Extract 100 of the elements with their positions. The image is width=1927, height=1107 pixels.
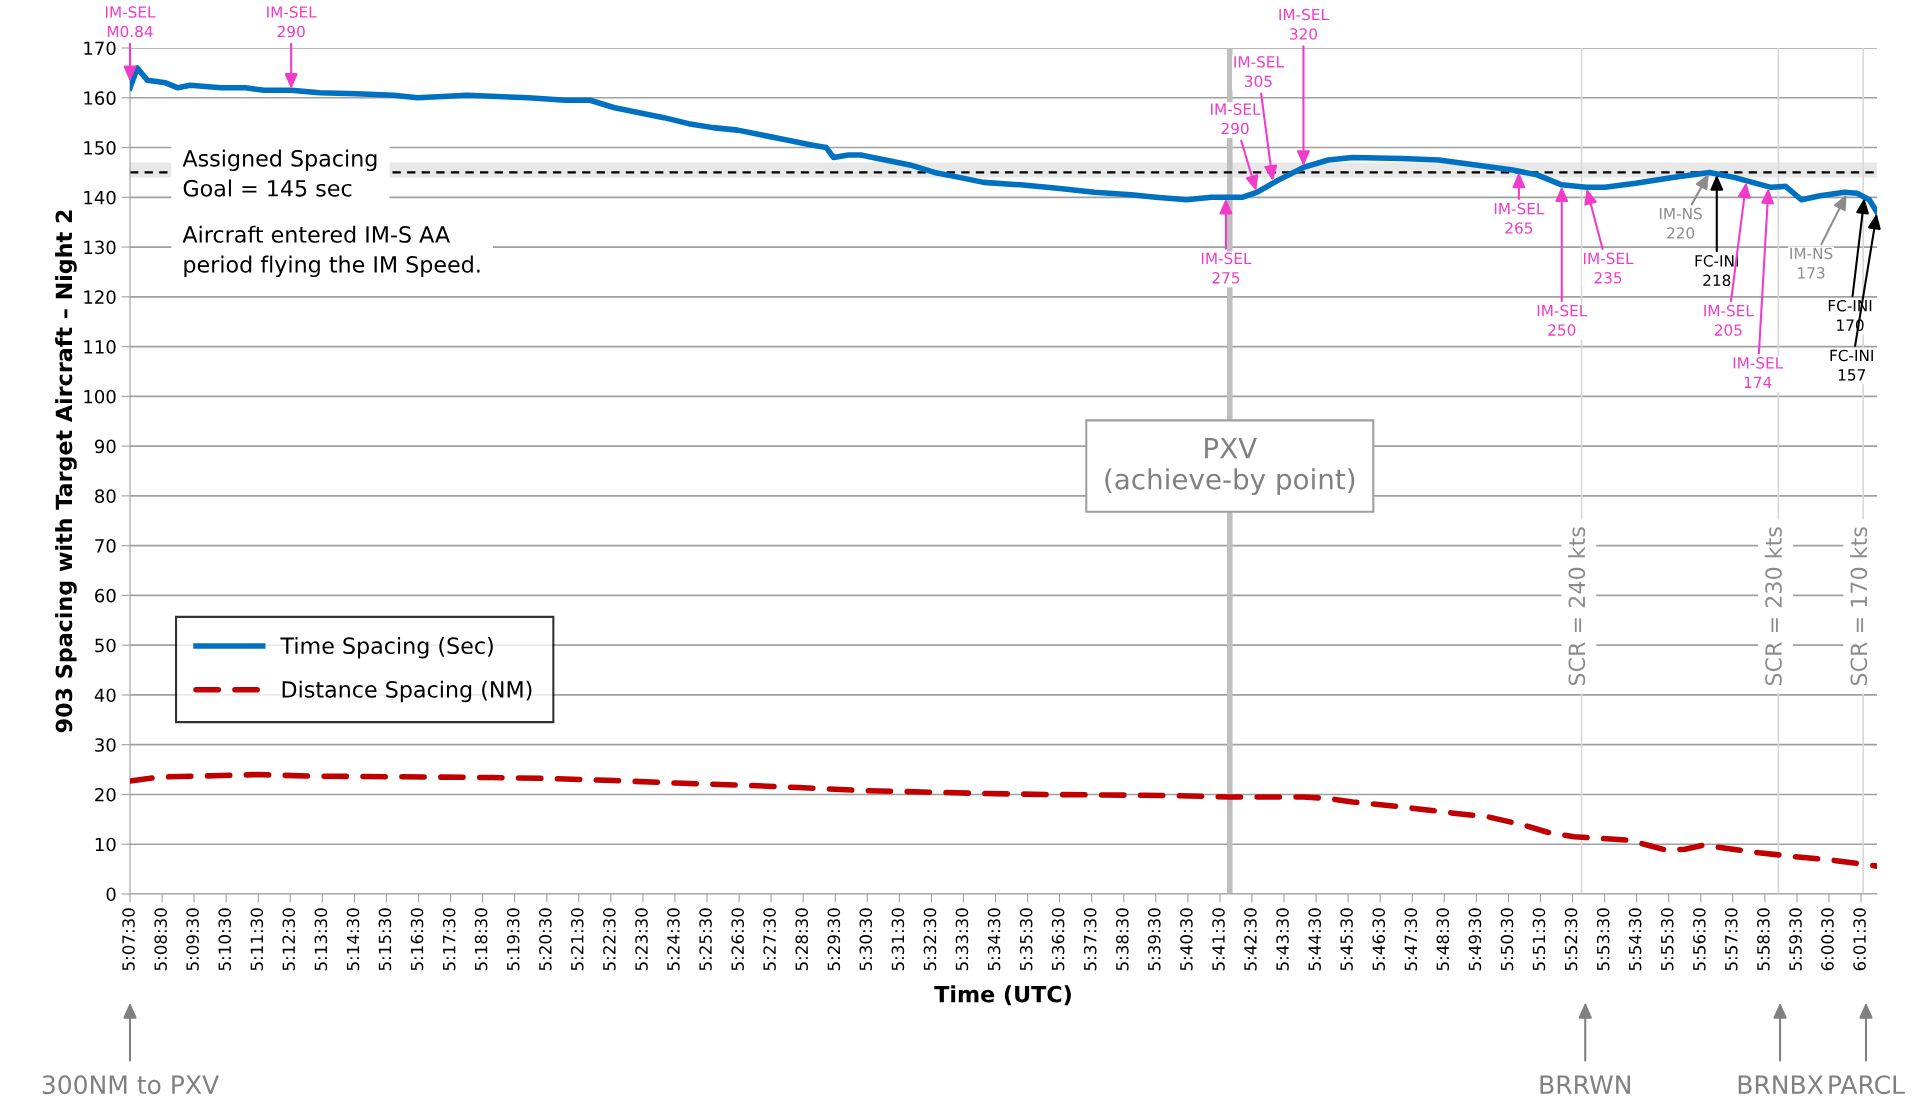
annotation: IM-SEL 250	[1537, 304, 1588, 336]
x-tick-label: 5:46:30	[1372, 908, 1386, 971]
x-tick-label: 5:13:30	[314, 908, 328, 971]
x-tick-label: 5:33:30	[955, 908, 969, 971]
x-tick-label: 5:27:30	[763, 908, 776, 971]
y-tick-label: 100	[84, 389, 116, 404]
x-tick-label: 5:25:30	[699, 908, 712, 971]
x-tick-label: 5:10:30	[218, 908, 231, 971]
y-tick-label: 130	[84, 240, 116, 255]
annotation: IM-SEL 305	[1234, 56, 1284, 88]
x-tick-label: 5:11:30	[250, 908, 264, 971]
x-tick-label: 5:52:30	[1564, 908, 1578, 971]
x-tick-label: 5:26:30	[731, 908, 744, 971]
x-tick-label: 5:20:30	[539, 908, 552, 971]
annotation: FC-INI 157	[1830, 349, 1873, 381]
y-tick-label: 150	[84, 140, 116, 155]
text: BRRWN	[1540, 1075, 1630, 1094]
x-tick-label: 5:22:30	[603, 908, 616, 971]
x-tick-label: 5:42:30	[1244, 908, 1257, 971]
annotation: IM-SEL 174	[1733, 357, 1784, 388]
x-tick-label: 5:58:30	[1757, 908, 1770, 971]
x-tick-label: 5:31:30	[891, 908, 905, 971]
y-tick-label: 20	[95, 787, 116, 802]
x-tick-label: 5:49:30	[1468, 908, 1482, 971]
x-tick-label: 5:21:30	[570, 908, 584, 971]
annotation: IM-SEL M0.84	[105, 6, 156, 38]
x-tick-label: 5:55:30	[1660, 908, 1674, 971]
x-tick-label: 5:18:30	[474, 908, 488, 971]
x-tick-label: 5:59:30	[1789, 908, 1802, 971]
x-tick-label: 5:45:30	[1340, 908, 1353, 971]
y-tick-label: 120	[84, 290, 116, 304]
x-tick-label: 5:29:30	[827, 908, 841, 971]
y-axis-title: 903 Spacing with Target Aircraft – Night 2	[55, 210, 77, 733]
x-tick-label: 5:17:30	[442, 908, 456, 971]
x-tick-label: 5:36:30	[1051, 908, 1065, 971]
x-tick-label: 5:07:30	[122, 908, 135, 971]
text: 300NM to PXV	[42, 1075, 219, 1095]
text: PARCL	[1829, 1075, 1905, 1095]
annotation: Assigned Spacing Goal = 145 sec	[182, 149, 377, 197]
y-tick-label: 160	[84, 91, 116, 105]
x-tick-label: 6:01:30	[1853, 908, 1866, 971]
annotation: Aircraft entered IM-S AA period flying the IM Speed.	[182, 225, 480, 278]
ref-line-label: PXV (achieve-by point)	[1105, 437, 1355, 496]
annotation: SCR = 240 kts	[1568, 527, 1586, 686]
y-tick-label: 170	[84, 41, 116, 56]
annotation: IM-SEL 320	[1279, 8, 1329, 40]
x-tick-label: 5:16:30	[410, 908, 424, 971]
x-tick-label: 5:15:30	[378, 908, 392, 971]
x-tick-label: 5:57:30	[1724, 908, 1738, 971]
annotation: IM-NS 173	[1790, 247, 1833, 279]
annotation: IM-SEL 290	[267, 6, 317, 38]
y-tick-label: 70	[95, 539, 116, 553]
x-tick-label: 5:47:30	[1404, 908, 1418, 971]
y-tick-label: 80	[95, 489, 116, 503]
x-tick-label: 5:44:30	[1308, 908, 1321, 971]
x-tick-label: 5:51:30	[1532, 908, 1546, 971]
annotation: IM-SEL 265	[1494, 202, 1545, 234]
x-tick-label: 5:23:30	[635, 908, 648, 971]
y-tick-label: 140	[84, 190, 116, 205]
annotation: IM-SEL 290	[1211, 103, 1261, 135]
x-tick-label: 6:00:30	[1821, 908, 1834, 971]
x-tick-label: 5:48:30	[1436, 908, 1450, 971]
x-tick-label: 5:12:30	[282, 908, 296, 971]
y-tick-label: 60	[95, 588, 116, 603]
y-tick-label: 110	[84, 340, 116, 354]
annotation: SCR = 170 kts	[1850, 527, 1868, 686]
legend-label: Time Spacing (Sec)	[280, 636, 493, 659]
x-tick-label: 5:24:30	[667, 908, 680, 971]
x-tick-label: 5:40:30	[1180, 908, 1193, 971]
y-tick-label: 10	[95, 837, 116, 852]
x-tick-label: 5:50:30	[1500, 908, 1514, 971]
annotation: IM-SEL 275	[1201, 252, 1252, 284]
y-tick-label: 30	[95, 738, 116, 752]
x-tick-label: 5:14:30	[346, 908, 360, 971]
x-tick-label: 5:38:30	[1116, 908, 1129, 971]
x-tick-label: 5:34:30	[987, 908, 1001, 971]
x-tick-label: 5:08:30	[154, 908, 167, 971]
x-tick-label: 5:35:30	[1019, 908, 1033, 971]
x-tick-label: 5:43:30	[1276, 908, 1289, 971]
x-tick-label: 5:39:30	[1147, 908, 1161, 971]
x-axis-title: Time (UTC)	[934, 985, 1071, 1006]
x-tick-label: 5:37:30	[1083, 908, 1097, 971]
annotation: IM-NS 220	[1659, 207, 1702, 239]
x-tick-label: 5:28:30	[795, 908, 809, 971]
y-tick-label: 0	[106, 887, 116, 902]
legend-label: Distance Spacing (NM)	[282, 680, 532, 703]
x-tick-label: 5:53:30	[1596, 908, 1610, 971]
y-tick-label: 40	[94, 688, 116, 703]
annotation: IM-SEL 235	[1584, 252, 1634, 284]
x-tick-label: 5:54:30	[1628, 908, 1642, 971]
x-tick-label: 5:19:30	[506, 908, 520, 971]
annotation: SCR = 230 kts	[1764, 527, 1782, 686]
y-tick-label: 50	[95, 638, 116, 653]
text: BRNBX	[1738, 1075, 1824, 1094]
x-tick-label: 5:32:30	[923, 908, 937, 971]
y-tick-label: 90	[94, 439, 116, 454]
x-tick-label: 5:09:30	[186, 908, 199, 971]
annotation: IM-SEL 205	[1704, 304, 1754, 336]
x-tick-label: 5:56:30	[1693, 908, 1706, 971]
x-tick-label: 5:30:30	[859, 908, 873, 971]
